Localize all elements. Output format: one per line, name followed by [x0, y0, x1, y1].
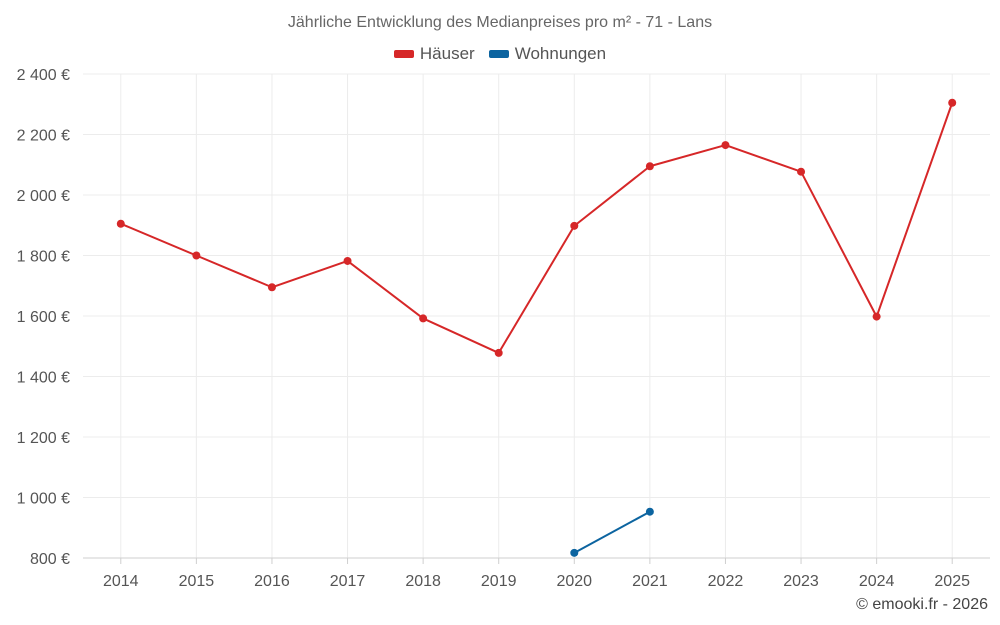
legend-swatch-houses — [393, 50, 414, 58]
legend-item-apartments[interactable]: Wohnungen — [488, 44, 607, 64]
y-tick-label: 2 200 € — [17, 128, 70, 145]
data-point-houses-2022[interactable] — [721, 141, 730, 150]
x-tick-label: 2022 — [708, 573, 744, 590]
data-point-apartments-2020[interactable] — [570, 548, 579, 557]
data-point-houses-2023[interactable] — [797, 167, 806, 176]
legend-label-houses: Häuser — [419, 44, 475, 63]
x-tick-label: 2018 — [405, 573, 441, 590]
data-point-houses-2025[interactable] — [948, 98, 957, 107]
data-point-houses-2014[interactable] — [116, 219, 125, 228]
x-tick-label: 2015 — [179, 573, 215, 590]
x-tick-label: 2025 — [934, 573, 970, 590]
x-tick-label: 2016 — [254, 573, 290, 590]
x-tick-label: 2014 — [103, 573, 139, 590]
data-point-apartments-2021[interactable] — [645, 507, 654, 516]
x-tick-label: 2017 — [330, 573, 366, 590]
data-point-houses-2016[interactable] — [267, 283, 276, 292]
legend-item-houses[interactable]: Häuser — [393, 44, 475, 64]
x-tick-label: 2021 — [632, 573, 668, 590]
series-line-houses — [120, 102, 954, 354]
y-tick-label: 2 000 € — [17, 188, 70, 205]
data-point-houses-2024[interactable] — [872, 312, 881, 321]
y-tick-label: 1 000 € — [17, 491, 70, 508]
y-tick-label: 1 400 € — [17, 370, 70, 387]
legend-swatch-apartments — [488, 50, 509, 58]
data-point-houses-2018[interactable] — [419, 314, 428, 323]
y-tick-label: 1 200 € — [17, 430, 70, 447]
x-tick-label: 2020 — [556, 573, 592, 590]
data-point-houses-2021[interactable] — [645, 162, 654, 171]
legend: Häuser Wohnungen — [0, 44, 1000, 64]
credit: © emooki.fr - 2026 — [856, 596, 988, 613]
data-point-houses-2017[interactable] — [343, 256, 352, 265]
data-point-houses-2020[interactable] — [570, 221, 579, 230]
y-tick-label: 800 € — [30, 551, 70, 568]
x-tick-label: 2024 — [859, 573, 895, 590]
y-tick-label: 2 400 € — [17, 67, 70, 84]
series-line-apartments — [573, 510, 651, 554]
x-tick-label: 2023 — [783, 573, 819, 590]
y-tick-label: 1 800 € — [17, 249, 70, 266]
data-point-houses-2015[interactable] — [192, 251, 201, 260]
data-point-houses-2019[interactable] — [494, 348, 503, 357]
legend-label-apartments: Wohnungen — [514, 44, 607, 63]
y-tick-label: 1 600 € — [17, 309, 70, 326]
chart-title: Jährliche Entwicklung des Medianpreises … — [287, 14, 713, 31]
x-tick-label: 2019 — [481, 573, 517, 590]
